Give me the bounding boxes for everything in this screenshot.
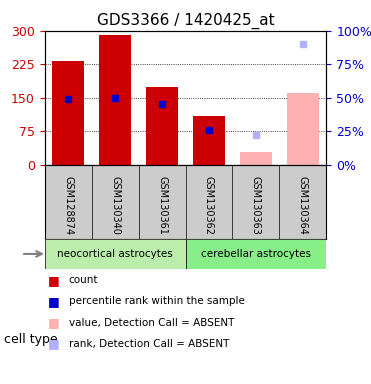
Text: rank, Detection Call = ABSENT: rank, Detection Call = ABSENT (69, 339, 229, 349)
Text: GSM130364: GSM130364 (298, 176, 308, 235)
Text: ■: ■ (48, 295, 60, 308)
Text: percentile rank within the sample: percentile rank within the sample (69, 296, 244, 306)
Text: GSM128874: GSM128874 (63, 176, 73, 235)
Bar (186, 239, 326, 269)
Bar (286, 93, 319, 165)
Text: ■: ■ (48, 337, 60, 350)
Bar (145, 86, 178, 165)
Text: GSM130363: GSM130363 (251, 176, 261, 235)
Text: cell type: cell type (4, 333, 58, 346)
Text: ■: ■ (48, 316, 60, 329)
Text: value, Detection Call = ABSENT: value, Detection Call = ABSENT (69, 318, 234, 328)
Text: GSM130340: GSM130340 (110, 176, 120, 235)
Text: GSM130361: GSM130361 (157, 176, 167, 235)
Bar (240, 152, 272, 165)
Text: GSM130362: GSM130362 (204, 176, 214, 235)
Text: cerebellar astrocytes: cerebellar astrocytes (201, 249, 311, 259)
Text: count: count (69, 275, 98, 285)
Bar (45, 239, 186, 269)
Bar (52, 61, 85, 165)
Text: ■: ■ (48, 274, 60, 287)
Title: GDS3366 / 1420425_at: GDS3366 / 1420425_at (97, 13, 274, 29)
Bar (99, 35, 131, 165)
Text: neocortical astrocytes: neocortical astrocytes (57, 249, 173, 259)
Bar (193, 116, 226, 165)
